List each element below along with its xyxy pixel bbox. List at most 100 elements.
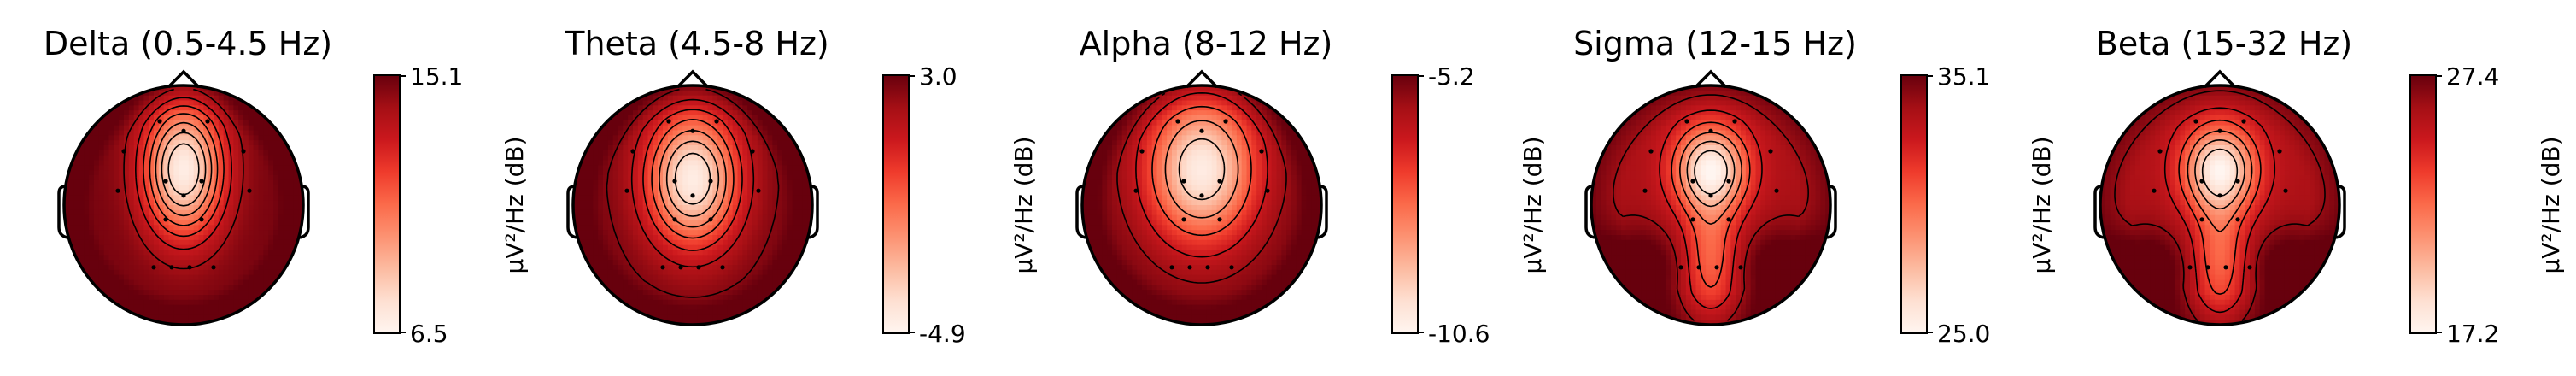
heat-cell (108, 145, 114, 151)
heat-cell (1251, 135, 1257, 141)
heat-cell (653, 265, 659, 271)
heat-cell (583, 200, 589, 206)
heat-cell (623, 239, 629, 246)
heat-cell (682, 309, 688, 315)
heat-cell (1211, 170, 1218, 176)
heat-cell (663, 269, 669, 276)
heat-cell (762, 260, 769, 266)
heat-cell (1191, 175, 1197, 181)
heat-cell (663, 160, 669, 166)
heat-cell (233, 195, 239, 201)
heat-cell (737, 145, 743, 151)
heat-cell (693, 230, 699, 236)
heat-cell (128, 195, 135, 201)
heat-cell (203, 244, 209, 251)
heat-cell (253, 304, 260, 311)
heat-cell (133, 265, 140, 271)
heat-cell (702, 274, 709, 281)
heat-cell (158, 130, 165, 136)
heat-cell (702, 150, 709, 156)
heat-cell (1251, 145, 1257, 151)
heat-cell (1121, 160, 1128, 166)
heat-cell (688, 214, 694, 221)
heat-cell (623, 175, 629, 181)
heat-cell (663, 190, 669, 196)
heat-cell (1271, 125, 1278, 132)
heat-cell (103, 250, 110, 256)
heat-cell (737, 150, 743, 156)
heat-cell (717, 165, 723, 171)
heat-cell (138, 309, 144, 315)
heat-cell (243, 260, 249, 266)
heat-cell (697, 85, 704, 91)
heat-cell (114, 120, 120, 126)
heat-cell (103, 235, 110, 241)
heat-cell (133, 130, 140, 136)
heat-cell (138, 255, 144, 261)
heat-cell (633, 140, 639, 146)
heat-cell (1142, 179, 1148, 186)
heat-cell (677, 255, 683, 261)
heat-cell (133, 309, 140, 315)
heat-cell (154, 269, 160, 276)
heat-cell (198, 110, 204, 116)
heat-cell (612, 115, 619, 121)
heat-cell (623, 165, 629, 171)
heat-cell (767, 140, 773, 146)
heat-cell (1146, 155, 1153, 162)
heat-cell (163, 230, 170, 236)
heat-cell (732, 290, 739, 296)
heat-cell (1281, 120, 1287, 126)
heat-cell (1246, 175, 1252, 181)
heat-cell (208, 100, 214, 106)
heat-cell (697, 205, 704, 211)
heat-cell (263, 299, 269, 306)
heat-cell (1191, 120, 1197, 126)
heat-cell (154, 135, 160, 141)
heat-cell (214, 230, 220, 236)
heat-cell (1172, 160, 1178, 166)
heat-cell (168, 115, 174, 121)
heat-cell (717, 110, 723, 116)
heat-cell (667, 90, 674, 97)
heat-cell (757, 155, 764, 162)
heat-cell (119, 235, 125, 241)
heat-cell (218, 255, 225, 261)
heat-cell (243, 220, 249, 226)
heat-cell (737, 120, 743, 126)
heat-cell (693, 185, 699, 191)
heat-cell (108, 235, 114, 241)
heat-cell (693, 274, 699, 281)
heat-cell (158, 110, 165, 116)
heat-cell (712, 175, 718, 181)
heat-cell (143, 90, 149, 97)
heat-cell (1216, 175, 1222, 181)
heat-cell (1202, 105, 1208, 111)
heat-cell (98, 160, 105, 166)
heat-cell (767, 239, 773, 246)
heat-cell (248, 309, 255, 315)
heat-cell (1262, 179, 1268, 186)
heat-cell (658, 244, 664, 251)
heat-cell (1146, 85, 1153, 91)
heat-cell (1306, 140, 1312, 146)
heat-cell (243, 150, 249, 156)
heat-cell (667, 255, 674, 261)
heat-cell (723, 135, 729, 141)
heat-cell (94, 230, 100, 236)
heat-cell (198, 125, 204, 132)
heat-cell (293, 170, 299, 176)
heat-cell (603, 140, 609, 146)
heat-cell (767, 265, 773, 271)
heat-cell (593, 145, 599, 151)
heat-cell (163, 105, 170, 111)
heat-cell (103, 190, 110, 196)
heat-cell (607, 250, 614, 256)
heat-cell (1236, 125, 1243, 132)
heat-cell (1211, 160, 1218, 166)
heat-cell (1227, 170, 1232, 176)
heat-cell (623, 140, 629, 146)
heat-cell (253, 160, 260, 166)
heat-cell (119, 274, 125, 281)
heat-cell (1251, 85, 1257, 91)
